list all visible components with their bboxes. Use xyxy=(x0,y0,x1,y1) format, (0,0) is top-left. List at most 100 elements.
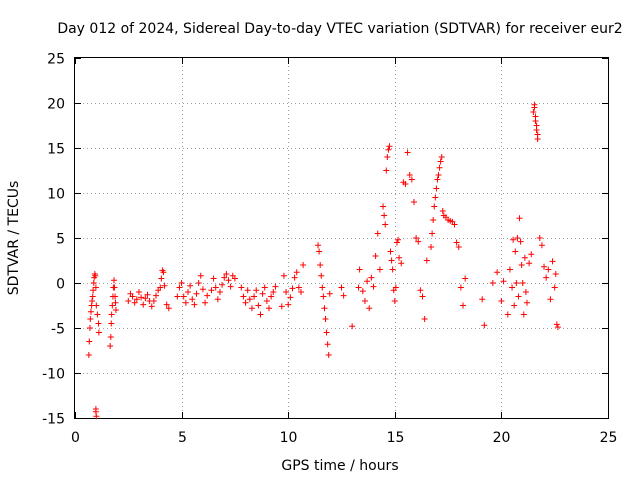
data-point xyxy=(479,296,486,303)
data-point xyxy=(144,291,151,298)
data-point xyxy=(521,254,528,261)
data-point xyxy=(108,311,115,318)
data-point xyxy=(174,293,181,300)
data-point xyxy=(202,299,209,306)
data-point xyxy=(338,284,345,291)
data-point xyxy=(90,287,97,294)
data-point xyxy=(323,329,330,336)
y-tick-label: 5 xyxy=(56,232,65,248)
data-point xyxy=(324,341,331,348)
data-point xyxy=(518,262,525,268)
data-point xyxy=(318,272,325,279)
y-tick-label: 10 xyxy=(47,187,65,203)
data-point xyxy=(240,293,247,300)
data-point xyxy=(89,293,96,300)
y-tick-label: 15 xyxy=(47,142,65,158)
data-point xyxy=(283,289,290,295)
data-point xyxy=(272,283,279,290)
data-point xyxy=(89,298,96,304)
data-point xyxy=(509,284,516,291)
data-point xyxy=(381,212,388,219)
data-point xyxy=(451,221,458,228)
data-point xyxy=(382,221,389,228)
data-point xyxy=(319,284,326,291)
x-tick-labels: 0 5 10 15 20 25 xyxy=(71,430,617,446)
data-point xyxy=(212,284,219,291)
y-tick-label: -10 xyxy=(42,367,65,383)
data-point xyxy=(455,244,462,250)
x-tick-label: 20 xyxy=(493,430,511,446)
data-point xyxy=(498,298,505,304)
data-point xyxy=(158,275,165,282)
data-point xyxy=(135,289,142,295)
data-point xyxy=(289,285,296,292)
data-point xyxy=(553,321,560,328)
data-point xyxy=(404,149,411,156)
data-point xyxy=(489,280,496,286)
data-point xyxy=(153,292,160,299)
data-point xyxy=(85,352,92,358)
data-point xyxy=(383,167,390,174)
data-point xyxy=(392,284,399,291)
data-point xyxy=(182,299,189,306)
data-point xyxy=(242,299,249,306)
data-point xyxy=(552,271,559,277)
data-point xyxy=(295,284,302,291)
data-point xyxy=(263,298,270,304)
data-point xyxy=(415,238,422,245)
data-point xyxy=(223,271,230,277)
data-point xyxy=(437,158,444,165)
data-point xyxy=(244,287,251,294)
data-point xyxy=(391,298,398,304)
data-point xyxy=(340,292,347,299)
data-point xyxy=(512,248,519,255)
data-point xyxy=(187,282,194,289)
data-point xyxy=(368,274,375,281)
data-point xyxy=(430,217,437,223)
data-point xyxy=(320,293,327,300)
data-point xyxy=(280,272,287,279)
data-point xyxy=(95,329,102,336)
data-point xyxy=(517,238,524,245)
plot-frame xyxy=(74,57,609,419)
chart-title: Day 012 of 2024, Sidereal Day-to-day VTE… xyxy=(57,21,622,37)
data-point xyxy=(161,282,168,289)
data-point xyxy=(92,406,99,412)
data-point xyxy=(111,284,118,291)
data-point xyxy=(402,181,409,187)
data-point xyxy=(528,251,535,258)
data-point xyxy=(150,298,157,304)
x-tick-label: 0 xyxy=(71,430,80,446)
data-point xyxy=(541,263,548,270)
data-point xyxy=(439,208,446,214)
data-point xyxy=(107,343,114,349)
data-point xyxy=(384,154,391,160)
data-point xyxy=(462,275,469,282)
data-point xyxy=(504,311,511,318)
data-point xyxy=(325,352,332,358)
data-point xyxy=(359,288,366,295)
data-point xyxy=(370,283,377,290)
data-point xyxy=(216,289,223,295)
data-point xyxy=(142,295,149,302)
data-point xyxy=(268,293,275,300)
data-point xyxy=(197,272,204,279)
data-point xyxy=(355,284,362,291)
y-axis-label: SDTVAR / TECUs xyxy=(6,181,22,296)
data-point xyxy=(214,296,221,303)
data-point xyxy=(413,235,420,241)
data-point xyxy=(364,278,371,285)
data-point xyxy=(251,293,258,300)
data-point xyxy=(436,164,443,171)
data-point xyxy=(131,299,138,306)
x-tick-label: 25 xyxy=(600,430,618,446)
data-point xyxy=(398,260,405,267)
data-point xyxy=(516,215,523,222)
data-point xyxy=(419,293,426,300)
data-point xyxy=(107,334,114,340)
data-point xyxy=(111,277,118,284)
data-point xyxy=(178,280,185,286)
data-points xyxy=(85,101,561,420)
data-point xyxy=(532,118,539,124)
